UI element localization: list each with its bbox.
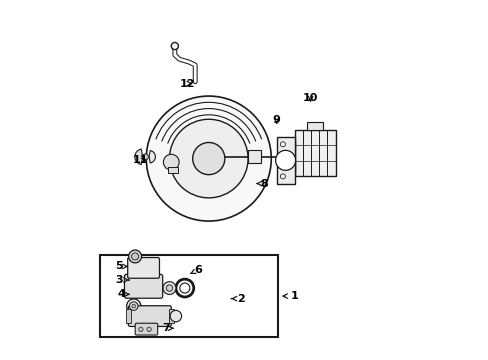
FancyBboxPatch shape	[128, 306, 171, 327]
Text: 12: 12	[179, 78, 195, 89]
Polygon shape	[167, 167, 178, 173]
FancyBboxPatch shape	[135, 323, 157, 335]
Circle shape	[139, 327, 143, 332]
Circle shape	[131, 253, 139, 260]
Text: 10: 10	[302, 93, 318, 103]
Text: 9: 9	[272, 115, 280, 125]
Circle shape	[163, 154, 179, 170]
Bar	[306, 122, 323, 130]
Circle shape	[128, 250, 141, 263]
Circle shape	[192, 143, 224, 175]
Circle shape	[142, 154, 148, 159]
Circle shape	[280, 158, 285, 163]
FancyBboxPatch shape	[127, 257, 159, 278]
Circle shape	[166, 285, 172, 291]
Circle shape	[132, 304, 135, 308]
Bar	[100, 255, 278, 337]
Bar	[247, 150, 260, 163]
Bar	[125, 309, 131, 323]
Text: 11: 11	[133, 156, 148, 165]
Circle shape	[171, 42, 178, 50]
Circle shape	[163, 282, 176, 294]
Text: 6: 6	[190, 265, 202, 275]
Text: 8: 8	[257, 179, 267, 189]
Circle shape	[169, 119, 247, 198]
Circle shape	[147, 327, 151, 332]
Wedge shape	[135, 149, 142, 165]
Wedge shape	[149, 150, 155, 163]
Text: 1: 1	[283, 291, 298, 301]
Text: 3: 3	[116, 275, 129, 285]
Text: 4: 4	[117, 289, 128, 299]
Circle shape	[170, 310, 181, 322]
Circle shape	[280, 174, 285, 179]
Text: 5: 5	[116, 261, 127, 271]
Circle shape	[129, 302, 138, 310]
Circle shape	[280, 142, 285, 147]
Bar	[168, 309, 173, 323]
Bar	[276, 137, 294, 184]
Circle shape	[275, 150, 295, 170]
Bar	[294, 130, 335, 176]
Text: 2: 2	[231, 294, 244, 303]
Circle shape	[126, 299, 141, 313]
Text: 7: 7	[162, 323, 173, 333]
Circle shape	[146, 96, 271, 221]
FancyBboxPatch shape	[124, 274, 163, 298]
